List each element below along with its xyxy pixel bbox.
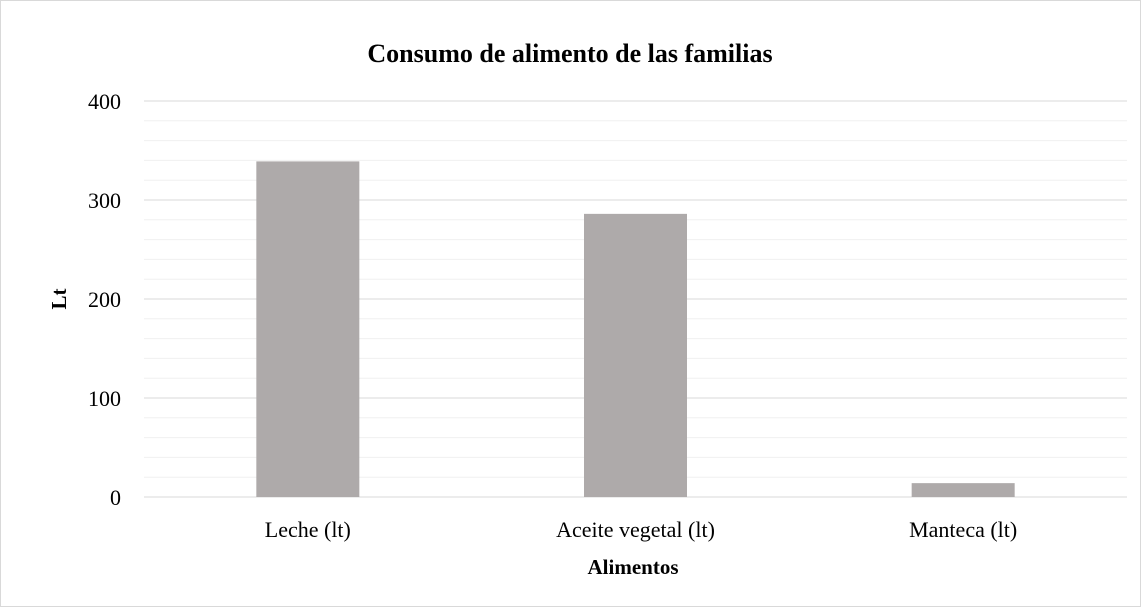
y-tick-label: 200 [88,287,121,312]
x-axis-title: Alimentos [588,555,679,579]
bar-series [256,161,1015,498]
y-tick-label: 400 [88,89,121,114]
y-axis-title: Lt [47,288,71,309]
x-tick-label: Leche (lt) [265,517,351,542]
y-tick-label: 0 [110,485,121,510]
chart-title: Consumo de alimento de las familias [367,39,772,68]
y-axis-ticks: 0 100 200 300 400 [88,89,121,510]
y-tick-label: 300 [88,188,121,213]
bar [911,483,1015,497]
x-tick-label: Aceite vegetal (lt) [556,517,715,542]
y-tick-label: 100 [88,386,121,411]
bar [584,213,687,498]
bar [256,161,360,497]
x-tick-label: Manteca (lt) [909,517,1017,542]
x-axis-ticks: Leche (lt) Aceite vegetal (lt) Manteca (lt… [265,517,1017,542]
